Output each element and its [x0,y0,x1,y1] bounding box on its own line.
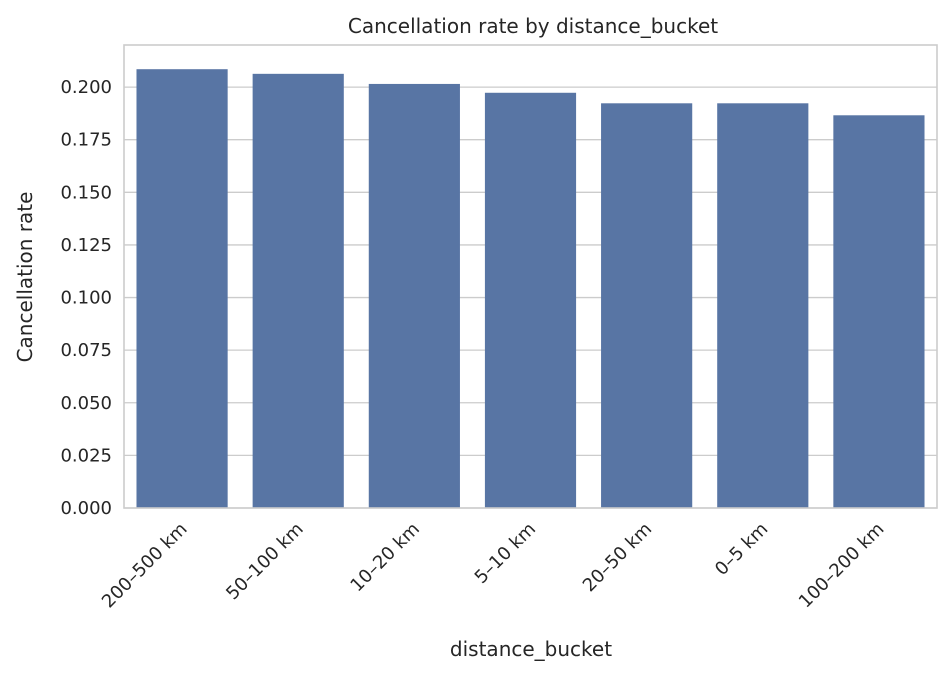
y-tick-label: 0.200 [60,77,112,98]
bar [717,103,809,509]
x-axis-label: distance_bucket [450,637,612,661]
x-tick-label: 10–20 km [346,519,423,596]
y-tick-label: 0.100 [60,288,112,309]
bar [833,115,925,509]
y-tick-label: 0.050 [60,393,112,414]
x-tick-label: 200–500 km [98,519,192,613]
y-tick-label: 0.000 [60,498,112,519]
bar [368,83,460,509]
y-tick-label: 0.025 [60,445,112,466]
bar [601,103,693,509]
chart-title: Cancellation rate by distance_bucket [348,14,718,38]
y-tick-label: 0.075 [60,340,112,361]
y-axis-label: Cancellation rate [13,192,37,363]
y-tick-labels: 0.000 0.025 0.050 0.075 0.100 0.125 0.150 0.175… [60,77,112,519]
bar [136,69,228,508]
x-tick-label: 50–100 km [222,519,308,605]
x-tick-label: 5–10 km [471,519,540,588]
bars [136,69,925,509]
y-tick-label: 0.125 [60,235,112,256]
x-tick-labels: 200–500 km 50–100 km 10–20 km 5–10 km 20–50 … [98,519,888,613]
y-tick-label: 0.150 [60,182,112,203]
plot-frame [123,44,938,509]
y-tick-label: 0.175 [60,130,112,151]
x-tick-label: 20–50 km [579,519,656,596]
x-tick-label: 0–5 km [711,519,772,580]
x-tick-label: 100–200 km [795,519,889,613]
bar [484,92,577,508]
bar [252,73,344,508]
